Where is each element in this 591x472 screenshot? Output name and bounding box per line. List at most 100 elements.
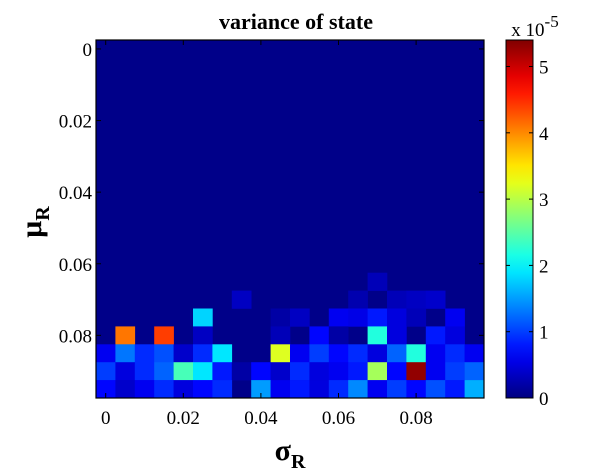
colorbar-ticks: 0 1 2 3 4 5 bbox=[506, 58, 549, 410]
heatmap-cell bbox=[96, 344, 116, 363]
heatmap-cell bbox=[251, 362, 271, 381]
heatmap-cell bbox=[387, 344, 407, 363]
heatmap-cell bbox=[445, 380, 465, 399]
heatmap-cell bbox=[406, 290, 427, 309]
heatmap-cell bbox=[464, 344, 485, 363]
colorbar-tick-label: 1 bbox=[539, 323, 549, 344]
heatmap-cell bbox=[367, 308, 388, 327]
heatmap-cell bbox=[425, 326, 446, 345]
heatmap-cell bbox=[406, 380, 427, 399]
heatmap-cell bbox=[212, 362, 233, 381]
heatmap-cell bbox=[290, 362, 310, 381]
heatmap-cell bbox=[445, 308, 465, 327]
heatmap-cell bbox=[425, 344, 446, 363]
heatmap-cell bbox=[193, 380, 213, 399]
colorbar-multiplier-exponent: -5 bbox=[545, 12, 559, 31]
heatmap-cell bbox=[173, 344, 194, 363]
heatmap-cell bbox=[348, 344, 368, 363]
heatmap-cell bbox=[134, 362, 155, 381]
y-axis-ticks: 0 0.02 0.04 0.06 0.08 bbox=[59, 40, 484, 347]
heatmap-cell bbox=[309, 326, 330, 345]
heatmap-cell bbox=[115, 344, 136, 363]
heatmap-cell bbox=[154, 326, 174, 345]
heatmap-cell bbox=[425, 290, 446, 309]
heatmap-cell bbox=[115, 326, 136, 345]
heatmap-cell bbox=[193, 344, 213, 363]
heatmap-cell bbox=[367, 380, 388, 399]
heatmap-cell bbox=[212, 344, 233, 363]
heatmap-cell bbox=[387, 326, 407, 345]
heatmap-cell bbox=[328, 344, 349, 363]
colorbar-tick-label: 2 bbox=[539, 256, 549, 277]
heatmap-cell bbox=[348, 308, 368, 327]
x-axis-label-subscript: R bbox=[291, 451, 306, 472]
heatmap-cell bbox=[193, 326, 213, 345]
heatmap-cell bbox=[348, 362, 368, 381]
heatmap-cell bbox=[348, 290, 368, 309]
heatmap-cell bbox=[406, 344, 427, 363]
heatmap-cell bbox=[367, 272, 388, 291]
heatmap-cell bbox=[173, 362, 194, 381]
heatmap-cell bbox=[193, 362, 213, 381]
heatmap-cell bbox=[212, 380, 233, 399]
heatmap-cell bbox=[328, 362, 349, 381]
y-tick-label: 0.06 bbox=[59, 255, 92, 276]
x-tick-label: 0 bbox=[101, 408, 111, 429]
y-axis-label-base: μ bbox=[15, 221, 48, 238]
heatmap-cell bbox=[270, 380, 291, 399]
colorbar-multiplier-base: x 10 bbox=[511, 20, 544, 41]
heatmap-cell bbox=[406, 362, 427, 381]
x-tick-label: 0.02 bbox=[167, 408, 200, 429]
heatmap-cell bbox=[134, 344, 155, 363]
x-tick-label: 0.08 bbox=[399, 408, 432, 429]
plot-frame bbox=[95, 39, 485, 399]
heatmap-cell bbox=[251, 380, 271, 399]
y-tick-label: 0.02 bbox=[59, 112, 92, 133]
y-axis-label-subscript: R bbox=[32, 206, 54, 221]
heatmap-cell bbox=[348, 380, 368, 399]
x-tick-label: 0.04 bbox=[244, 408, 278, 429]
y-tick-label: 0.08 bbox=[59, 326, 92, 347]
x-axis-label-base: σ bbox=[275, 434, 292, 467]
heatmap-cell bbox=[115, 362, 136, 381]
colorbar-tick-label: 0 bbox=[539, 389, 549, 410]
y-tick-label: 0 bbox=[83, 40, 93, 61]
heatmap-cell bbox=[193, 308, 213, 327]
x-axis-label: σR bbox=[275, 434, 306, 472]
heatmap-cell bbox=[309, 344, 330, 363]
heatmap-cells bbox=[96, 40, 485, 399]
heatmap-cell bbox=[367, 344, 388, 363]
heatmap-cell bbox=[328, 380, 349, 399]
heatmap-cell bbox=[367, 326, 388, 345]
heatmap-cell bbox=[154, 380, 174, 399]
heatmap-cell bbox=[309, 362, 330, 381]
y-tick-label: 0.04 bbox=[59, 183, 93, 204]
heatmap-cell bbox=[270, 326, 291, 345]
heatmap-cell bbox=[154, 344, 174, 363]
chart-title: variance of state bbox=[219, 9, 373, 34]
heatmap-cell bbox=[406, 308, 427, 327]
heatmap-cell bbox=[290, 308, 310, 327]
heatmap-cell bbox=[154, 362, 174, 381]
heatmap-cell bbox=[96, 362, 116, 381]
heatmap-cell bbox=[231, 290, 252, 309]
colorbar-tick-label: 3 bbox=[539, 190, 549, 211]
heatmap-cell bbox=[387, 290, 407, 309]
x-tick-label: 0.06 bbox=[322, 408, 355, 429]
heatmap-cell bbox=[464, 380, 485, 399]
colorbar-tick-label: 4 bbox=[539, 124, 549, 145]
heatmap-cell bbox=[270, 308, 291, 327]
heatmap-cell bbox=[387, 362, 407, 381]
colorbar-tick-label: 5 bbox=[539, 58, 549, 79]
x-axis-ticks: 0 0.02 0.04 0.06 0.08 bbox=[101, 40, 433, 429]
heatmap-cell bbox=[231, 362, 252, 381]
heatmap-cell bbox=[173, 380, 194, 399]
heatmap-cell bbox=[387, 308, 407, 327]
heatmap-cell bbox=[387, 380, 407, 399]
heatmap-cell bbox=[464, 362, 485, 381]
heatmap-cell bbox=[96, 380, 116, 399]
heatmap-cell bbox=[367, 362, 388, 381]
heatmap-cell bbox=[445, 326, 465, 345]
colorbar-multiplier: x 10-5 bbox=[511, 12, 558, 41]
heatmap-cell bbox=[328, 308, 349, 327]
